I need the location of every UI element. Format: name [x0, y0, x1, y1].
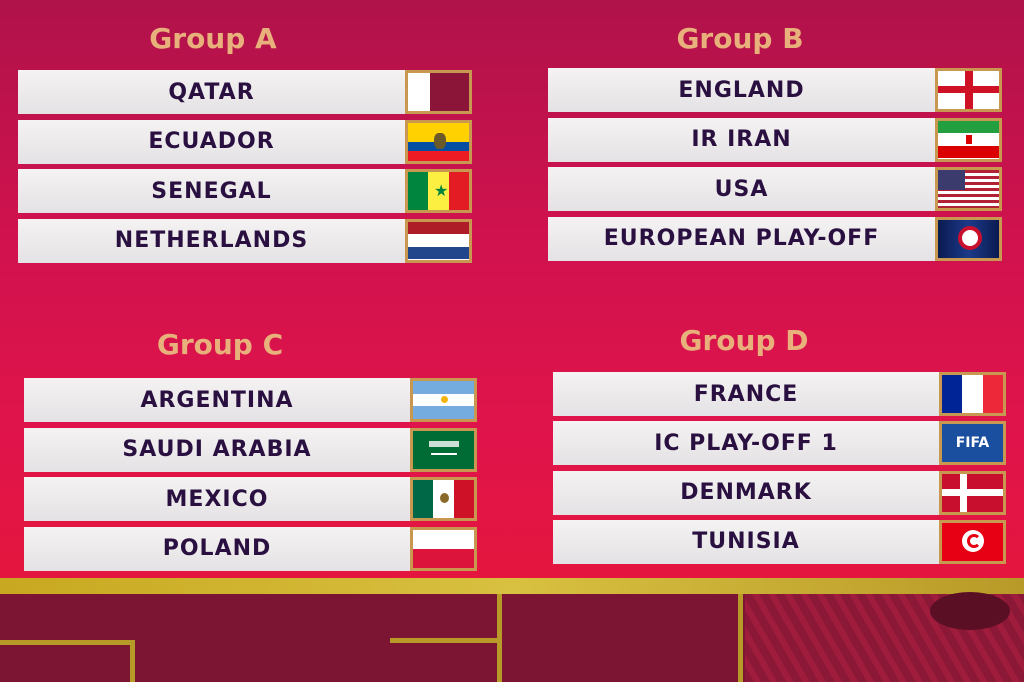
senegal-flag-icon: ★: [405, 169, 472, 213]
team-name: QATAR: [18, 70, 405, 114]
team-row: FRANCE: [553, 372, 1006, 416]
flag-part: [938, 170, 965, 190]
flag-part: [453, 480, 474, 518]
flag-part: [967, 533, 981, 548]
flag-part: [938, 145, 999, 159]
team-name: ARGENTINA: [24, 378, 410, 422]
team-name: USA: [548, 167, 935, 211]
team-name: IC PLAY-OFF 1: [553, 421, 939, 466]
team-name: ENGLAND: [548, 68, 935, 112]
flag-part: [408, 221, 469, 235]
ecuador-flag-icon: [405, 119, 472, 164]
gold-trim: [0, 578, 1024, 594]
team-row: TUNISIA: [553, 519, 1006, 564]
team-name: NETHERLANDS: [18, 218, 405, 263]
team-row: POLAND: [24, 526, 477, 571]
fifa-logo-text: FIFA: [942, 424, 1003, 463]
team-row: IC PLAY-OFF 1 FIFA: [553, 421, 1006, 466]
team-row: DENMARK: [553, 470, 1006, 515]
flag-part: [413, 430, 474, 469]
decor-line: [738, 594, 743, 682]
saudi-arabia-flag-icon: [410, 427, 477, 472]
team-name: SENEGAL: [18, 169, 405, 213]
iran-flag-icon: [935, 117, 1002, 162]
team-row: ECUADOR: [18, 119, 472, 164]
flag-part: [440, 493, 449, 503]
flag-part: [430, 73, 469, 111]
team-name: TUNISIA: [553, 519, 939, 564]
flag-part: [942, 375, 963, 413]
flag-part: [413, 548, 474, 568]
usa-flag-icon: [935, 167, 1002, 211]
tunisia-flag-icon: [939, 519, 1006, 564]
team-row: EUROPEAN PLAY-OFF: [548, 216, 1002, 261]
flag-part: [408, 73, 430, 111]
denmark-flag-icon: [939, 470, 1006, 515]
group-title: Group B: [676, 22, 804, 55]
team-name: ECUADOR: [18, 119, 405, 164]
netherlands-flag-icon: [405, 218, 472, 263]
team-row: ARGENTINA: [24, 378, 477, 422]
poland-flag-icon: [410, 526, 477, 571]
team-row: MEXICO: [24, 477, 477, 521]
team-row: USA: [548, 167, 1002, 211]
flag-part: [428, 172, 449, 210]
team-row: SAUDI ARABIA: [24, 427, 477, 472]
flag-part: [958, 225, 982, 250]
team-name: FRANCE: [553, 372, 939, 416]
flag-part: [429, 440, 459, 447]
flag-part: [408, 172, 429, 210]
flag-part: [408, 151, 469, 161]
flag-part: [434, 132, 446, 149]
team-name: EUROPEAN PLAY-OFF: [548, 216, 935, 261]
flag-part: [966, 134, 972, 144]
england-flag-icon: [935, 68, 1002, 112]
decor-shape: [930, 592, 1010, 630]
team-name: MEXICO: [24, 477, 410, 521]
team-row: IR IRAN: [548, 117, 1002, 162]
group-title: Group C: [156, 328, 284, 361]
flag-part: ★: [434, 181, 449, 200]
flag-part: [431, 452, 457, 455]
group-title: Group D: [679, 324, 809, 357]
team-row: QATAR: [18, 70, 472, 114]
decor-line: [0, 640, 135, 645]
qatar-flag-icon: [405, 70, 472, 114]
france-flag-icon: [939, 372, 1006, 416]
flag-part: [408, 246, 469, 260]
flag-part: [413, 406, 474, 419]
team-name: SAUDI ARABIA: [24, 427, 410, 472]
flag-part: [441, 396, 448, 403]
flag-part: [942, 488, 1003, 496]
flag-part: [413, 480, 434, 518]
argentina-flag-icon: [410, 378, 477, 422]
group-title: Group A: [149, 22, 277, 55]
team-name: DENMARK: [553, 470, 939, 515]
flag-part: [413, 381, 474, 394]
fifa-logo-icon: FIFA: [939, 421, 1006, 466]
team-name: POLAND: [24, 526, 410, 571]
team-row: NETHERLANDS: [18, 218, 472, 263]
uefa-logo-icon: [935, 216, 1002, 261]
decor-line: [130, 640, 135, 682]
flag-part: [982, 375, 1003, 413]
team-name: IR IRAN: [548, 117, 935, 162]
decor-line: [390, 638, 500, 643]
team-row: SENEGAL ★: [18, 169, 472, 213]
flag-part: [408, 122, 469, 142]
flag-part: [448, 172, 469, 210]
mexico-flag-icon: [410, 477, 477, 521]
team-row: ENGLAND: [548, 68, 1002, 112]
flag-part: [938, 120, 999, 134]
flag-part: [938, 86, 999, 93]
